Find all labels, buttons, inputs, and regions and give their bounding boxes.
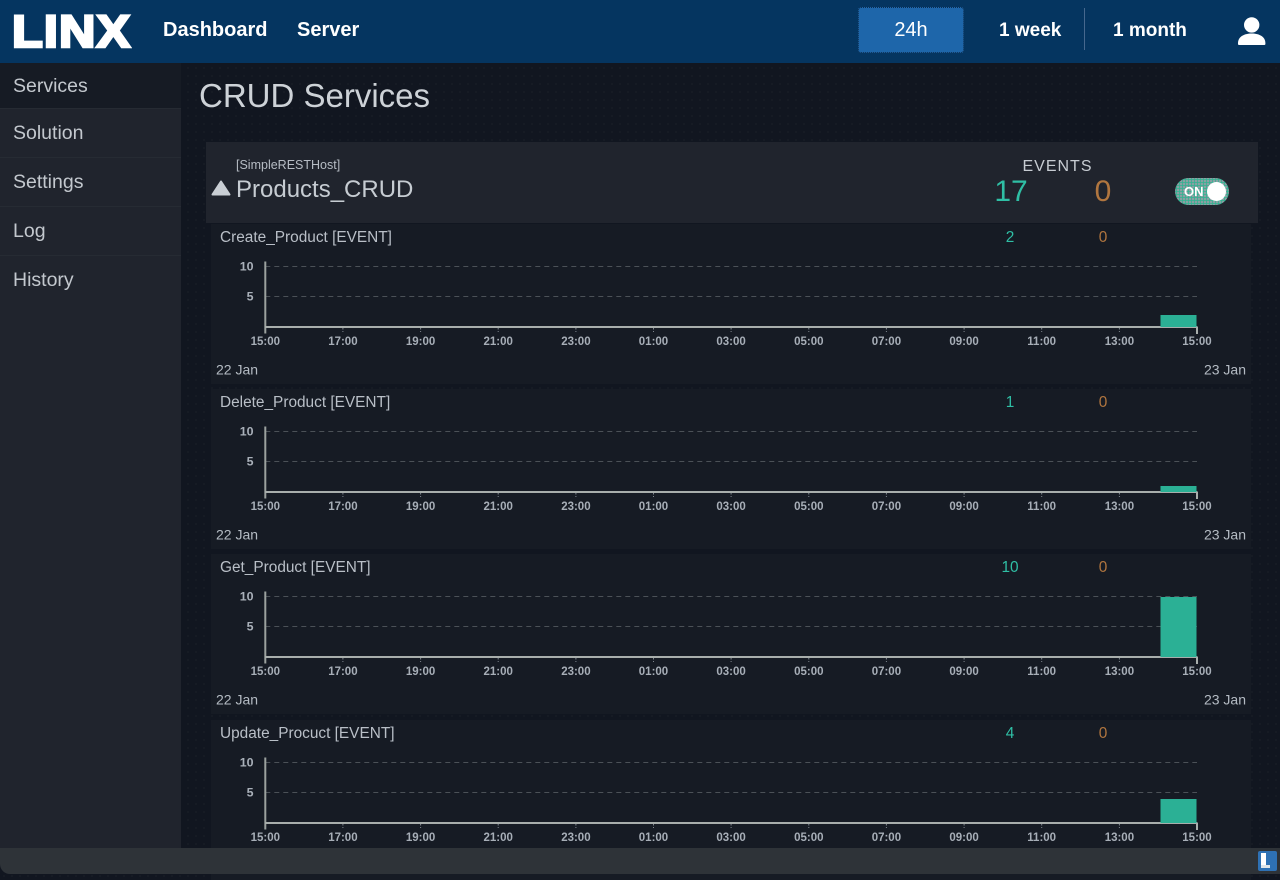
svg-text:03:00: 03:00 <box>716 832 745 844</box>
svg-text:Delete_Product [EVENT]: Delete_Product [EVENT] <box>220 394 390 411</box>
svg-text:15:00: 15:00 <box>1182 336 1211 348</box>
svg-text:21:00: 21:00 <box>483 666 512 678</box>
svg-text:23:00: 23:00 <box>561 336 590 348</box>
svg-text:01:00: 01:00 <box>639 336 668 348</box>
svg-text:07:00: 07:00 <box>872 501 901 513</box>
svg-text:23:00: 23:00 <box>561 666 590 678</box>
svg-text:03:00: 03:00 <box>716 501 745 513</box>
svg-text:10: 10 <box>240 756 254 770</box>
svg-text:03:00: 03:00 <box>716 336 745 348</box>
svg-text:23 Jan: 23 Jan <box>1204 527 1246 543</box>
svg-text:21:00: 21:00 <box>483 832 512 844</box>
svg-text:1: 1 <box>1006 394 1015 411</box>
svg-text:0: 0 <box>1099 725 1108 742</box>
svg-text:01:00: 01:00 <box>639 832 668 844</box>
svg-text:05:00: 05:00 <box>794 336 823 348</box>
svg-text:0: 0 <box>1099 394 1108 411</box>
svg-text:17:00: 17:00 <box>328 501 357 513</box>
svg-text:13:00: 13:00 <box>1105 501 1134 513</box>
svg-text:5: 5 <box>247 290 254 304</box>
svg-text:Update_Procuct [EVENT]: Update_Procuct [EVENT] <box>220 725 395 742</box>
svg-text:03:00: 03:00 <box>716 666 745 678</box>
svg-text:13:00: 13:00 <box>1105 666 1134 678</box>
svg-text:10: 10 <box>240 590 254 604</box>
svg-text:19:00: 19:00 <box>406 832 435 844</box>
svg-text:23:00: 23:00 <box>561 832 590 844</box>
svg-text:22 Jan: 22 Jan <box>216 692 258 708</box>
svg-text:15:00: 15:00 <box>1182 501 1211 513</box>
svg-text:07:00: 07:00 <box>872 832 901 844</box>
svg-text:15:00: 15:00 <box>251 666 280 678</box>
svg-text:15:00: 15:00 <box>251 832 280 844</box>
svg-text:10: 10 <box>1001 559 1018 576</box>
svg-text:Create_Product [EVENT]: Create_Product [EVENT] <box>220 229 392 246</box>
svg-text:13:00: 13:00 <box>1105 336 1134 348</box>
svg-text:21:00: 21:00 <box>483 336 512 348</box>
svg-text:19:00: 19:00 <box>406 666 435 678</box>
svg-text:19:00: 19:00 <box>406 501 435 513</box>
svg-text:09:00: 09:00 <box>949 336 978 348</box>
svg-text:11:00: 11:00 <box>1027 832 1056 844</box>
svg-text:4: 4 <box>1006 725 1015 742</box>
svg-text:22 Jan: 22 Jan <box>216 527 258 543</box>
svg-text:10: 10 <box>240 425 254 439</box>
svg-text:01:00: 01:00 <box>639 666 668 678</box>
svg-text:5: 5 <box>247 786 254 800</box>
svg-text:05:00: 05:00 <box>794 501 823 513</box>
svg-text:23 Jan: 23 Jan <box>1204 692 1246 708</box>
svg-text:0: 0 <box>1099 229 1108 246</box>
svg-text:15:00: 15:00 <box>251 501 280 513</box>
svg-text:5: 5 <box>247 455 254 469</box>
svg-text:09:00: 09:00 <box>949 501 978 513</box>
svg-text:17:00: 17:00 <box>328 832 357 844</box>
svg-text:10: 10 <box>240 260 254 274</box>
svg-text:05:00: 05:00 <box>794 666 823 678</box>
svg-text:17:00: 17:00 <box>328 336 357 348</box>
svg-text:11:00: 11:00 <box>1027 666 1056 678</box>
svg-text:5: 5 <box>247 620 254 634</box>
svg-text:2: 2 <box>1006 229 1015 246</box>
svg-text:19:00: 19:00 <box>406 336 435 348</box>
svg-text:22 Jan: 22 Jan <box>216 362 258 378</box>
svg-text:Get_Product [EVENT]: Get_Product [EVENT] <box>220 559 371 576</box>
svg-text:09:00: 09:00 <box>949 832 978 844</box>
svg-text:07:00: 07:00 <box>872 666 901 678</box>
svg-text:15:00: 15:00 <box>251 336 280 348</box>
svg-text:0: 0 <box>1099 559 1108 576</box>
svg-text:11:00: 11:00 <box>1027 501 1056 513</box>
svg-text:05:00: 05:00 <box>794 832 823 844</box>
svg-text:21:00: 21:00 <box>483 501 512 513</box>
svg-text:23:00: 23:00 <box>561 501 590 513</box>
svg-text:13:00: 13:00 <box>1105 832 1134 844</box>
svg-text:11:00: 11:00 <box>1027 336 1056 348</box>
svg-text:07:00: 07:00 <box>872 336 901 348</box>
svg-text:01:00: 01:00 <box>639 501 668 513</box>
svg-text:15:00: 15:00 <box>1182 832 1211 844</box>
svg-text:15:00: 15:00 <box>1182 666 1211 678</box>
svg-text:17:00: 17:00 <box>328 666 357 678</box>
svg-text:23 Jan: 23 Jan <box>1204 362 1246 378</box>
svg-text:09:00: 09:00 <box>949 666 978 678</box>
